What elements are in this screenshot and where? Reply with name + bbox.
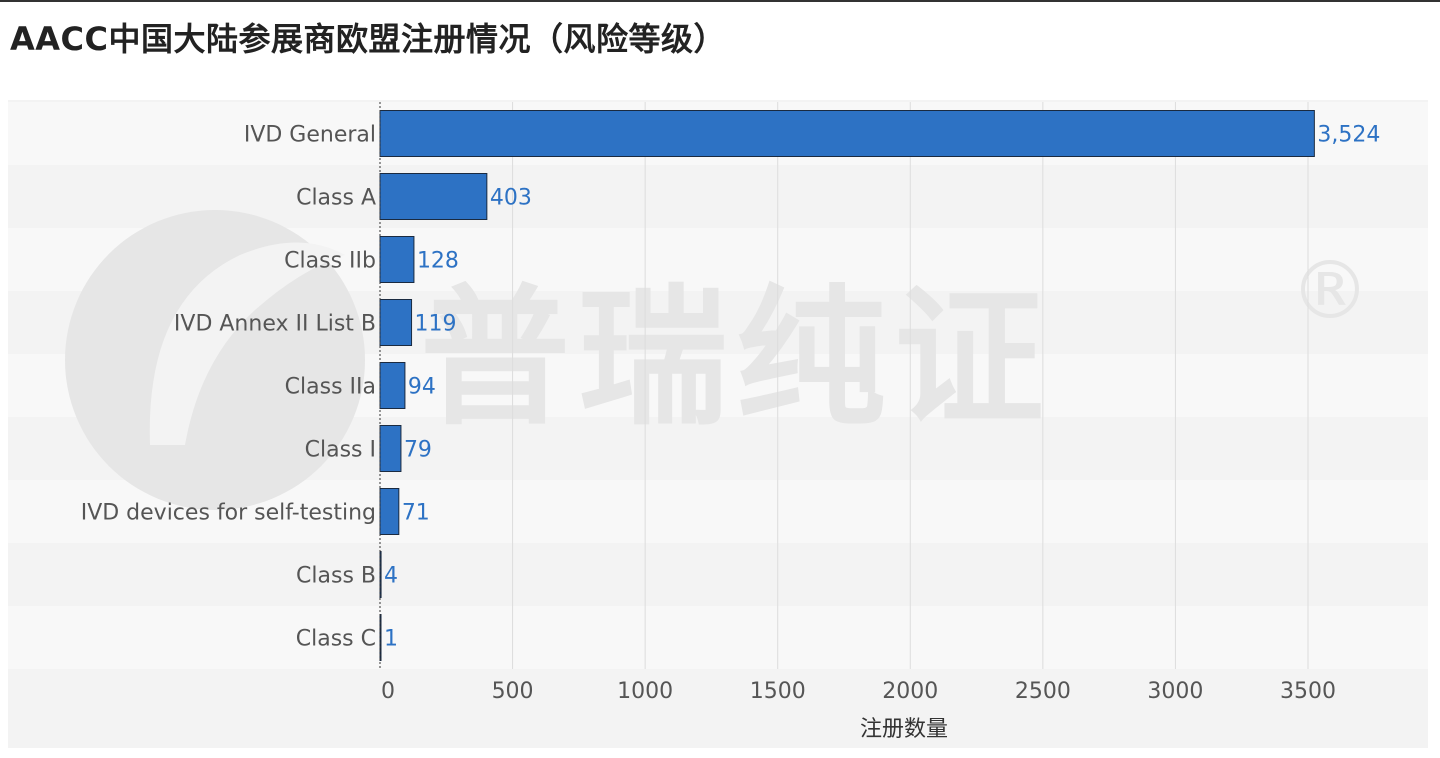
x-tick-label: 3000 <box>1147 679 1203 704</box>
value-label: 79 <box>404 438 432 463</box>
category-label: Class A <box>296 186 376 211</box>
category-label: Class B <box>296 564 376 589</box>
row-band <box>8 543 1428 606</box>
top-rule <box>0 0 1440 2</box>
x-tick-label: 3500 <box>1280 679 1336 704</box>
bar[interactable] <box>379 173 488 220</box>
bar[interactable] <box>379 425 402 472</box>
category-label: IVD General <box>244 123 376 148</box>
value-label: 3,524 <box>1317 123 1380 148</box>
x-axis-title: 注册数量 <box>860 717 948 742</box>
x-tick-label: 500 <box>492 679 534 704</box>
watermark-registered-mark: ® <box>1290 244 1370 337</box>
category-label: Class IIb <box>284 249 376 274</box>
x-tick-label: 1500 <box>750 679 806 704</box>
value-labels: 3,524 403 128 119 94 79 71 4 1 <box>384 123 1380 652</box>
category-label: IVD Annex II List B <box>174 312 376 337</box>
bar[interactable] <box>379 614 382 661</box>
bar[interactable] <box>379 110 1315 157</box>
bar[interactable] <box>379 299 413 346</box>
category-labels: IVD General Class A Class IIb IVD Annex II … <box>81 123 376 652</box>
watermark-logo-swoosh-icon <box>149 242 345 445</box>
bar[interactable] <box>379 488 400 535</box>
row-band <box>8 606 1428 669</box>
category-label: IVD devices for self-testing <box>81 501 376 526</box>
category-label: Class C <box>296 627 376 652</box>
x-tick-labels: 0 500 1000 1500 2000 2500 3000 3500 <box>381 679 1336 704</box>
x-tick-label: 2000 <box>882 679 938 704</box>
watermark: 普瑞纯证 ® <box>65 210 1370 510</box>
category-label: Class I <box>305 438 376 463</box>
value-label: 1 <box>384 627 398 652</box>
value-label: 128 <box>417 249 459 274</box>
bar[interactable] <box>379 362 406 409</box>
category-label: Class IIa <box>285 375 376 400</box>
x-tick-label: 1000 <box>617 679 673 704</box>
value-label: 119 <box>415 312 457 337</box>
watermark-logo-icon <box>65 210 365 510</box>
chart-title: AACC中国大陆参展商欧盟注册情况（风险等级） <box>10 20 727 58</box>
value-label: 403 <box>490 186 532 211</box>
value-label: 71 <box>402 501 430 526</box>
x-tick-label: 0 <box>381 679 395 704</box>
bars <box>379 110 1315 661</box>
bar[interactable] <box>379 236 415 283</box>
value-label: 94 <box>408 375 436 400</box>
value-label: 4 <box>384 564 398 589</box>
watermark-text: 普瑞纯证 <box>420 272 1052 446</box>
x-tick-label: 2500 <box>1015 679 1071 704</box>
gridlines <box>512 102 1309 669</box>
